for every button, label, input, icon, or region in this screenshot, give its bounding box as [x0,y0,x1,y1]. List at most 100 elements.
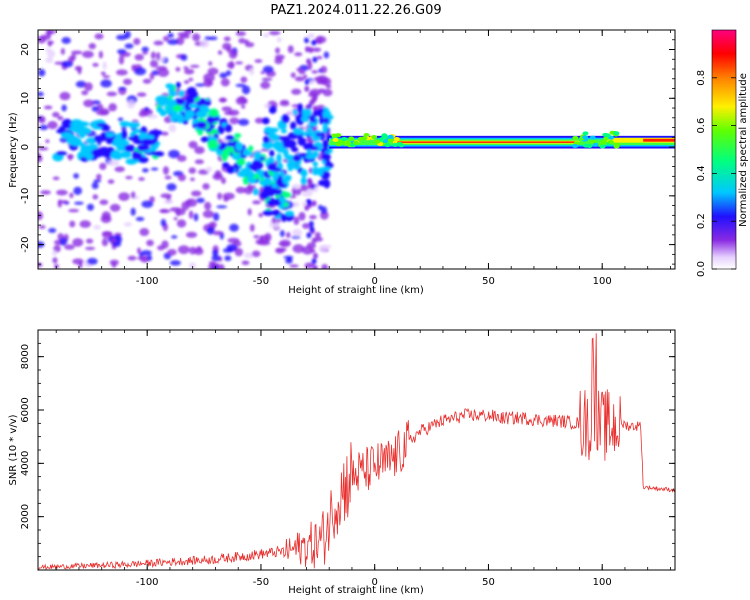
spectrogram-cell [69,220,76,228]
snr-series-line [38,333,675,570]
spectrogram-cell [52,250,57,256]
spectrogram-cell [221,106,232,112]
spectrogram-cell [325,84,332,89]
spectrogram-cell [177,173,186,182]
spectrogram-cell [387,138,394,143]
spectrogram-cell [88,43,97,50]
spectrogram-cell [130,121,137,129]
spectrogram-cell [183,68,195,75]
spectrogram-cell [279,230,285,238]
colorbar-tick-label: 0.6 [696,118,707,134]
spectrogram-cell [71,50,83,55]
spectrogram-cell [202,210,215,218]
spectrogram-cell [84,82,93,91]
spectrogram-cell [109,203,121,212]
spectrogram-cell [312,252,318,259]
spectrogram-cell [116,34,128,41]
spectrogram-cell [85,238,94,244]
spectrogram-cell [135,216,145,222]
spectrogram-cell [83,99,95,108]
spectrogram-cell [56,189,68,196]
spectrogram-cell [136,247,142,255]
spectrogram-cell [268,30,281,36]
spectrogram-cell [212,173,224,181]
spectrogram-cell [118,192,130,201]
spectrogram-cell [312,56,318,63]
spectrogram-cell [348,136,355,141]
spectrogram-cell [259,156,265,161]
spectrogram-cell [38,115,46,124]
spectrogram-cell [293,216,300,225]
spectrogram-cell [207,139,219,150]
spectrogram-cell [292,244,305,254]
spectrogram-cell [223,196,229,202]
spectrogram-cell [57,116,64,121]
spectrogram-cell [117,49,127,55]
spectrogram-cell [69,192,74,199]
spectrogram-cell [225,70,232,76]
spectrogram-cell [218,263,225,269]
spectrogram-cell [45,139,50,144]
spectrogram-cell [254,117,265,124]
spectrogram-cell [393,137,400,142]
snr-y-label: SNR (10 * v/v) [8,414,19,485]
spectrogram-cell [371,135,378,140]
spectrogram-cell [48,227,57,233]
spectrogram-cell [306,198,312,205]
spectrogram-cell [125,158,138,165]
colorbar-label: Normalized spectral amplitude [738,73,749,227]
spectrogram-cell [208,61,213,66]
colorbar-frame [711,29,737,270]
spectrogram-cell [323,179,331,189]
spectrogram-cell [286,256,292,261]
spectrogram-cell [307,183,313,190]
spectrogram-cell [174,97,186,106]
spectrogram-cell [141,46,149,53]
spectrogram-cell [251,250,261,258]
spectrogram-cell [68,208,80,213]
spectrogram-cell [124,43,134,49]
spectrogram-cell [92,194,99,200]
spectrogram-cell [74,201,84,205]
spectrogram-cell [144,106,149,112]
spectrogram-cell [205,166,213,173]
spectrogram-cell [293,128,304,135]
spectrogram-cell [374,139,381,144]
spectrogram-cell [282,192,292,198]
spectrogram-cell [175,67,181,72]
spectrogram-cell [211,254,221,262]
spectrogram-cell [188,167,197,174]
spectrogram-cell [185,231,198,238]
spectrogram-cell [162,166,169,175]
spectrogram-cell [163,199,174,204]
spectrogram-cell [92,62,99,67]
spectrogram-cell [306,142,314,149]
spectrogram-cell [235,83,246,88]
spectrogram-cell [74,65,83,71]
spectrogram-cell [189,64,200,68]
spectrogram-cell [241,85,251,95]
spectrogram-cell [341,137,348,142]
colorbar-tick-label: 0.4 [696,165,707,181]
spectrogram-cell [322,88,333,97]
x-tick-label: 0 [372,577,378,588]
spectrogram-cell [79,220,91,228]
spectrogram-cell [280,135,291,143]
spectrogram-cell [136,92,147,97]
spectrogram-cell [285,232,291,238]
spectrogram-cell [93,224,101,230]
spectrogram-cell [101,211,111,220]
spectrogram-cell [133,37,141,45]
spectrogram-cell [127,255,137,261]
spectrogram-cell [316,55,323,60]
spectrogram-cell [177,32,189,37]
spectrogram-cell [112,153,122,160]
spectrogram-cell [52,111,60,118]
spectrogram-cell [38,91,44,97]
spectrogram-cell [291,187,296,196]
spectrogram-cell [266,199,277,207]
spectrogram-cell [147,114,158,119]
spectrogram-cell [252,188,260,196]
spectrogram-cell [204,201,212,211]
spectrogram-cell [59,237,68,246]
